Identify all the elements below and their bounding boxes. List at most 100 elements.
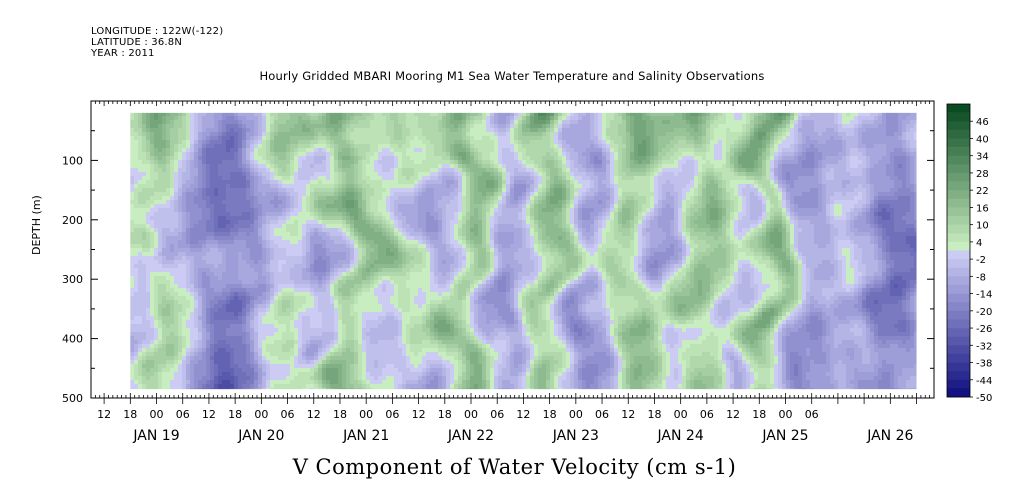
heatmap-cell — [262, 372, 267, 377]
heatmap-cell — [298, 272, 303, 277]
heatmap-cell — [378, 164, 383, 169]
heatmap-cell — [234, 132, 239, 137]
heatmap-cell — [198, 232, 203, 237]
heatmap-cell — [306, 144, 311, 149]
heatmap-cell — [230, 256, 235, 261]
heatmap-cell — [146, 200, 151, 205]
heatmap-cell — [262, 288, 267, 293]
heatmap-cell — [366, 344, 371, 349]
heatmap-cell — [234, 268, 239, 273]
heatmap-cell — [178, 152, 183, 157]
heatmap-cell — [398, 192, 403, 197]
heatmap-cell — [282, 184, 287, 189]
heatmap-cell — [238, 212, 243, 217]
heatmap-cell — [314, 124, 319, 129]
heatmap-cell — [322, 232, 327, 237]
longitude-label: LONGITUDE : 122W(-122) — [91, 26, 224, 37]
heatmap-cell — [130, 324, 135, 329]
heatmap-cell — [150, 128, 155, 133]
heatmap-cell — [242, 304, 247, 309]
heatmap-cell — [182, 192, 187, 197]
heatmap-cell — [390, 276, 395, 281]
heatmap-cell — [186, 256, 191, 261]
heatmap-cell — [382, 268, 387, 273]
heatmap-cell — [394, 116, 399, 121]
heatmap-cell — [362, 388, 367, 390]
heatmap-cell — [178, 148, 183, 153]
heatmap-cell — [186, 380, 191, 385]
heatmap-cell — [354, 188, 359, 193]
heatmap-cell — [370, 340, 375, 345]
heatmap-cell — [186, 304, 191, 309]
heatmap-cell — [138, 276, 143, 281]
heatmap-cell — [158, 180, 163, 185]
heatmap-cell — [218, 136, 223, 141]
heatmap-cell — [270, 124, 275, 129]
heatmap-cell — [214, 384, 219, 389]
heatmap-cell — [142, 240, 147, 245]
heatmap-cell — [366, 332, 371, 337]
heatmap-cell — [246, 332, 251, 337]
heatmap-cell — [274, 272, 279, 277]
heatmap-cell — [266, 380, 271, 385]
heatmap-cell — [282, 240, 287, 245]
heatmap-cell — [382, 304, 387, 309]
heatmap-cell — [134, 352, 139, 357]
heatmap-cell — [410, 384, 415, 389]
heatmap-cell — [142, 128, 147, 133]
heatmap-cell — [290, 120, 295, 125]
heatmap-cell — [138, 152, 143, 157]
heatmap-cell — [274, 260, 279, 265]
heatmap-cell — [290, 364, 295, 369]
heatmap-cell — [234, 240, 239, 245]
heatmap-cell — [334, 388, 339, 390]
heatmap-cell — [286, 300, 291, 305]
heatmap-cell — [278, 144, 283, 149]
heatmap-cell — [230, 188, 235, 193]
heatmap-cell — [342, 136, 347, 141]
heatmap-cell — [186, 236, 191, 241]
heatmap-cell — [138, 356, 143, 361]
heatmap-cell — [206, 232, 211, 237]
heatmap-cell — [294, 184, 299, 189]
heatmap-cell — [338, 196, 343, 201]
heatmap-cell — [282, 304, 287, 309]
heatmap-cell — [134, 112, 139, 117]
heatmap-cell — [250, 356, 255, 361]
heatmap-cell — [174, 344, 179, 349]
heatmap-cell — [182, 344, 187, 349]
heatmap-cell — [190, 220, 195, 225]
heatmap-cell — [354, 140, 359, 145]
heatmap-cell — [378, 124, 383, 129]
heatmap-cell — [182, 340, 187, 345]
heatmap-cell — [222, 224, 227, 229]
heatmap-cell — [274, 344, 279, 349]
heatmap-cell — [134, 320, 139, 325]
heatmap-cell — [154, 164, 159, 169]
heatmap-cell — [162, 260, 167, 265]
heatmap-cell — [390, 316, 395, 321]
heatmap-cell — [338, 112, 343, 117]
heatmap-cell — [358, 196, 363, 201]
heatmap-cell — [130, 168, 135, 173]
heatmap-cell — [142, 300, 147, 305]
heatmap-cell — [410, 332, 415, 337]
heatmap-cell — [182, 212, 187, 217]
heatmap-cell — [186, 184, 191, 189]
heatmap-cell — [266, 288, 271, 293]
heatmap-cell — [302, 304, 307, 309]
heatmap-cell — [318, 216, 323, 221]
heatmap-cell — [198, 376, 203, 381]
heatmap-cell — [146, 332, 151, 337]
heatmap-cell — [150, 192, 155, 197]
heatmap-cell — [234, 236, 239, 241]
heatmap-cell — [130, 308, 135, 313]
heatmap-cell — [398, 176, 403, 181]
heatmap-cell — [294, 176, 299, 181]
heatmap-cell — [154, 216, 159, 221]
heatmap-cell — [270, 216, 275, 221]
heatmap-cell — [398, 368, 403, 373]
heatmap-cell — [178, 356, 183, 361]
heatmap-cell — [390, 116, 395, 121]
heatmap-cell — [250, 340, 255, 345]
